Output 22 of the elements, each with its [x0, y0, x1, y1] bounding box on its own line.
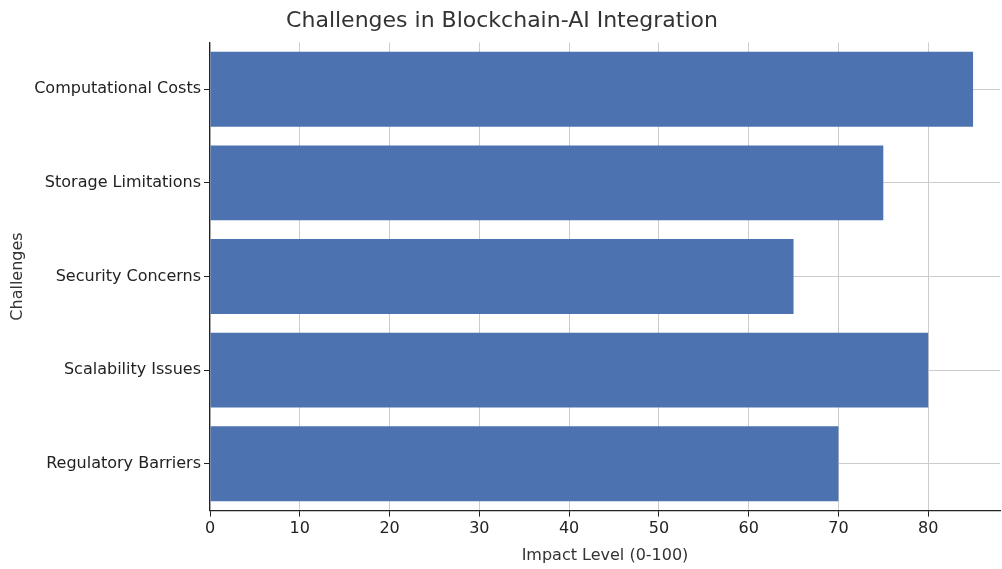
bar	[210, 239, 794, 314]
bar	[210, 332, 929, 408]
bar	[210, 426, 839, 502]
x-axis-title: Impact Level (0-100)	[521, 544, 689, 564]
y-tick-label: Storage Limitations	[44, 172, 202, 192]
bar	[210, 51, 974, 127]
x-tick-label: 20	[379, 518, 400, 538]
x-tick-label: 0	[204, 518, 216, 538]
y-tick-label: Computational Costs	[34, 78, 202, 98]
bar	[210, 145, 884, 221]
x-tick-label: 60	[738, 518, 759, 538]
y-tick-label: Security Concerns	[55, 265, 202, 285]
y-axis-title: Challenges	[6, 232, 26, 321]
x-tick-label: 50	[648, 518, 670, 538]
x-tick-label: 40	[558, 518, 580, 538]
chart-title: Challenges in Blockchain-AI Integration	[286, 6, 718, 32]
x-tick-label: 30	[469, 518, 490, 538]
x-tick-label: 70	[828, 518, 849, 538]
x-tick-label: 10	[289, 518, 310, 538]
y-tick-label: Regulatory Barriers	[46, 452, 202, 472]
x-tick-label: 80	[918, 518, 939, 538]
y-tick-label: Scalability Issues	[63, 359, 202, 379]
